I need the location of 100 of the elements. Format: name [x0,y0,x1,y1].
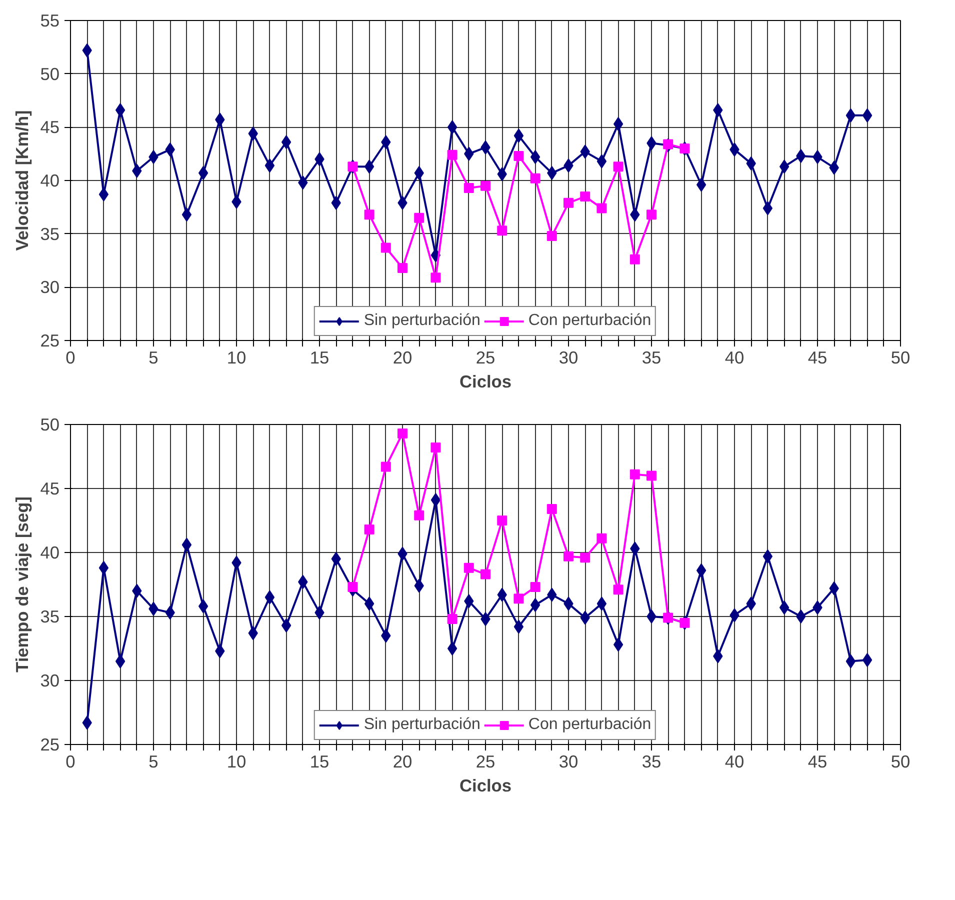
point [630,469,640,480]
point [115,654,126,668]
point [430,442,441,453]
y-tick-label: 50 [40,64,60,84]
point [530,173,540,184]
point [514,620,524,634]
x-tick-label: 50 [890,752,910,772]
point [564,198,574,208]
y-axis-title: Velocidad [Km/h] [12,110,32,251]
point [447,642,458,656]
point [546,230,557,241]
point [862,108,872,122]
y-tick-label: 30 [40,277,60,298]
point [613,162,624,172]
point [281,135,292,150]
point [414,510,424,520]
point [464,182,474,193]
y-tick-label: 30 [40,670,60,690]
point [364,596,374,611]
point [464,562,474,573]
y-tick-label: 25 [40,330,60,350]
point [514,594,524,604]
point [796,610,806,624]
point [530,150,540,164]
point [398,428,408,438]
x-tick-label: 20 [392,348,412,368]
x-tick-label: 0 [66,348,76,368]
point [596,154,607,168]
x-tick-label: 10 [226,348,246,368]
point [613,116,624,131]
point [779,600,790,615]
legend-label: Sin perturbación [364,716,480,734]
point [862,653,872,668]
point [613,584,624,595]
legend-label: Con perturbación [528,312,652,330]
point [364,524,374,534]
point [497,516,508,526]
point [480,569,490,580]
x-axis-title: Ciclos [460,776,512,796]
x-tick-label: 25 [476,348,496,368]
x-tick-label: 30 [558,348,578,368]
point [630,254,640,264]
point [480,180,490,191]
point [380,462,391,472]
y-tick-label: 40 [40,170,60,190]
y-tick-label: 45 [40,478,60,498]
x-tick-label: 5 [148,348,158,368]
point [497,226,508,236]
y-tick-label: 25 [40,734,60,754]
x-tick-label: 15 [310,752,330,772]
point [264,590,275,604]
point [580,552,590,563]
point [646,210,656,220]
y-tick-label: 55 [40,10,60,30]
y-tick-label: 40 [40,542,60,562]
y-tick-label: 35 [40,224,60,244]
x-tick-label: 25 [476,752,496,772]
legend-label: Sin perturbación [364,312,480,330]
point [546,504,557,514]
x-axis-title: Ciclos [460,372,512,392]
point [398,262,408,273]
x-tick-label: 5 [148,752,158,772]
point [115,103,126,118]
point [198,166,208,180]
x-tick-label: 35 [642,348,662,368]
y-tick-label: 50 [40,414,60,434]
point [98,187,109,202]
x-tick-label: 40 [724,752,744,772]
legend-label: Con perturbación [528,716,652,734]
point [613,638,624,652]
x-tick-label: 45 [808,752,828,772]
point [596,533,607,544]
point [281,618,292,632]
point [264,158,275,173]
x-tick-label: 10 [226,752,246,772]
point [447,120,458,134]
x-tick-label: 40 [724,348,744,368]
point [198,599,208,614]
y-tick-label: 45 [40,117,60,138]
point [414,212,424,223]
point [580,192,590,202]
point [364,210,374,220]
x-tick-label: 30 [558,752,578,772]
point [846,108,856,122]
point [98,560,109,575]
point [430,493,441,508]
point [762,549,773,564]
point [596,596,607,611]
point [182,208,192,222]
point [514,150,524,161]
x-tick-label: 50 [890,348,910,368]
x-tick-label: 20 [392,752,412,772]
point [596,203,607,214]
point [364,160,374,174]
point [646,610,656,624]
point [447,150,458,160]
point [779,160,790,174]
point [530,598,540,612]
x-tick-label: 35 [642,752,662,772]
point [514,128,524,143]
